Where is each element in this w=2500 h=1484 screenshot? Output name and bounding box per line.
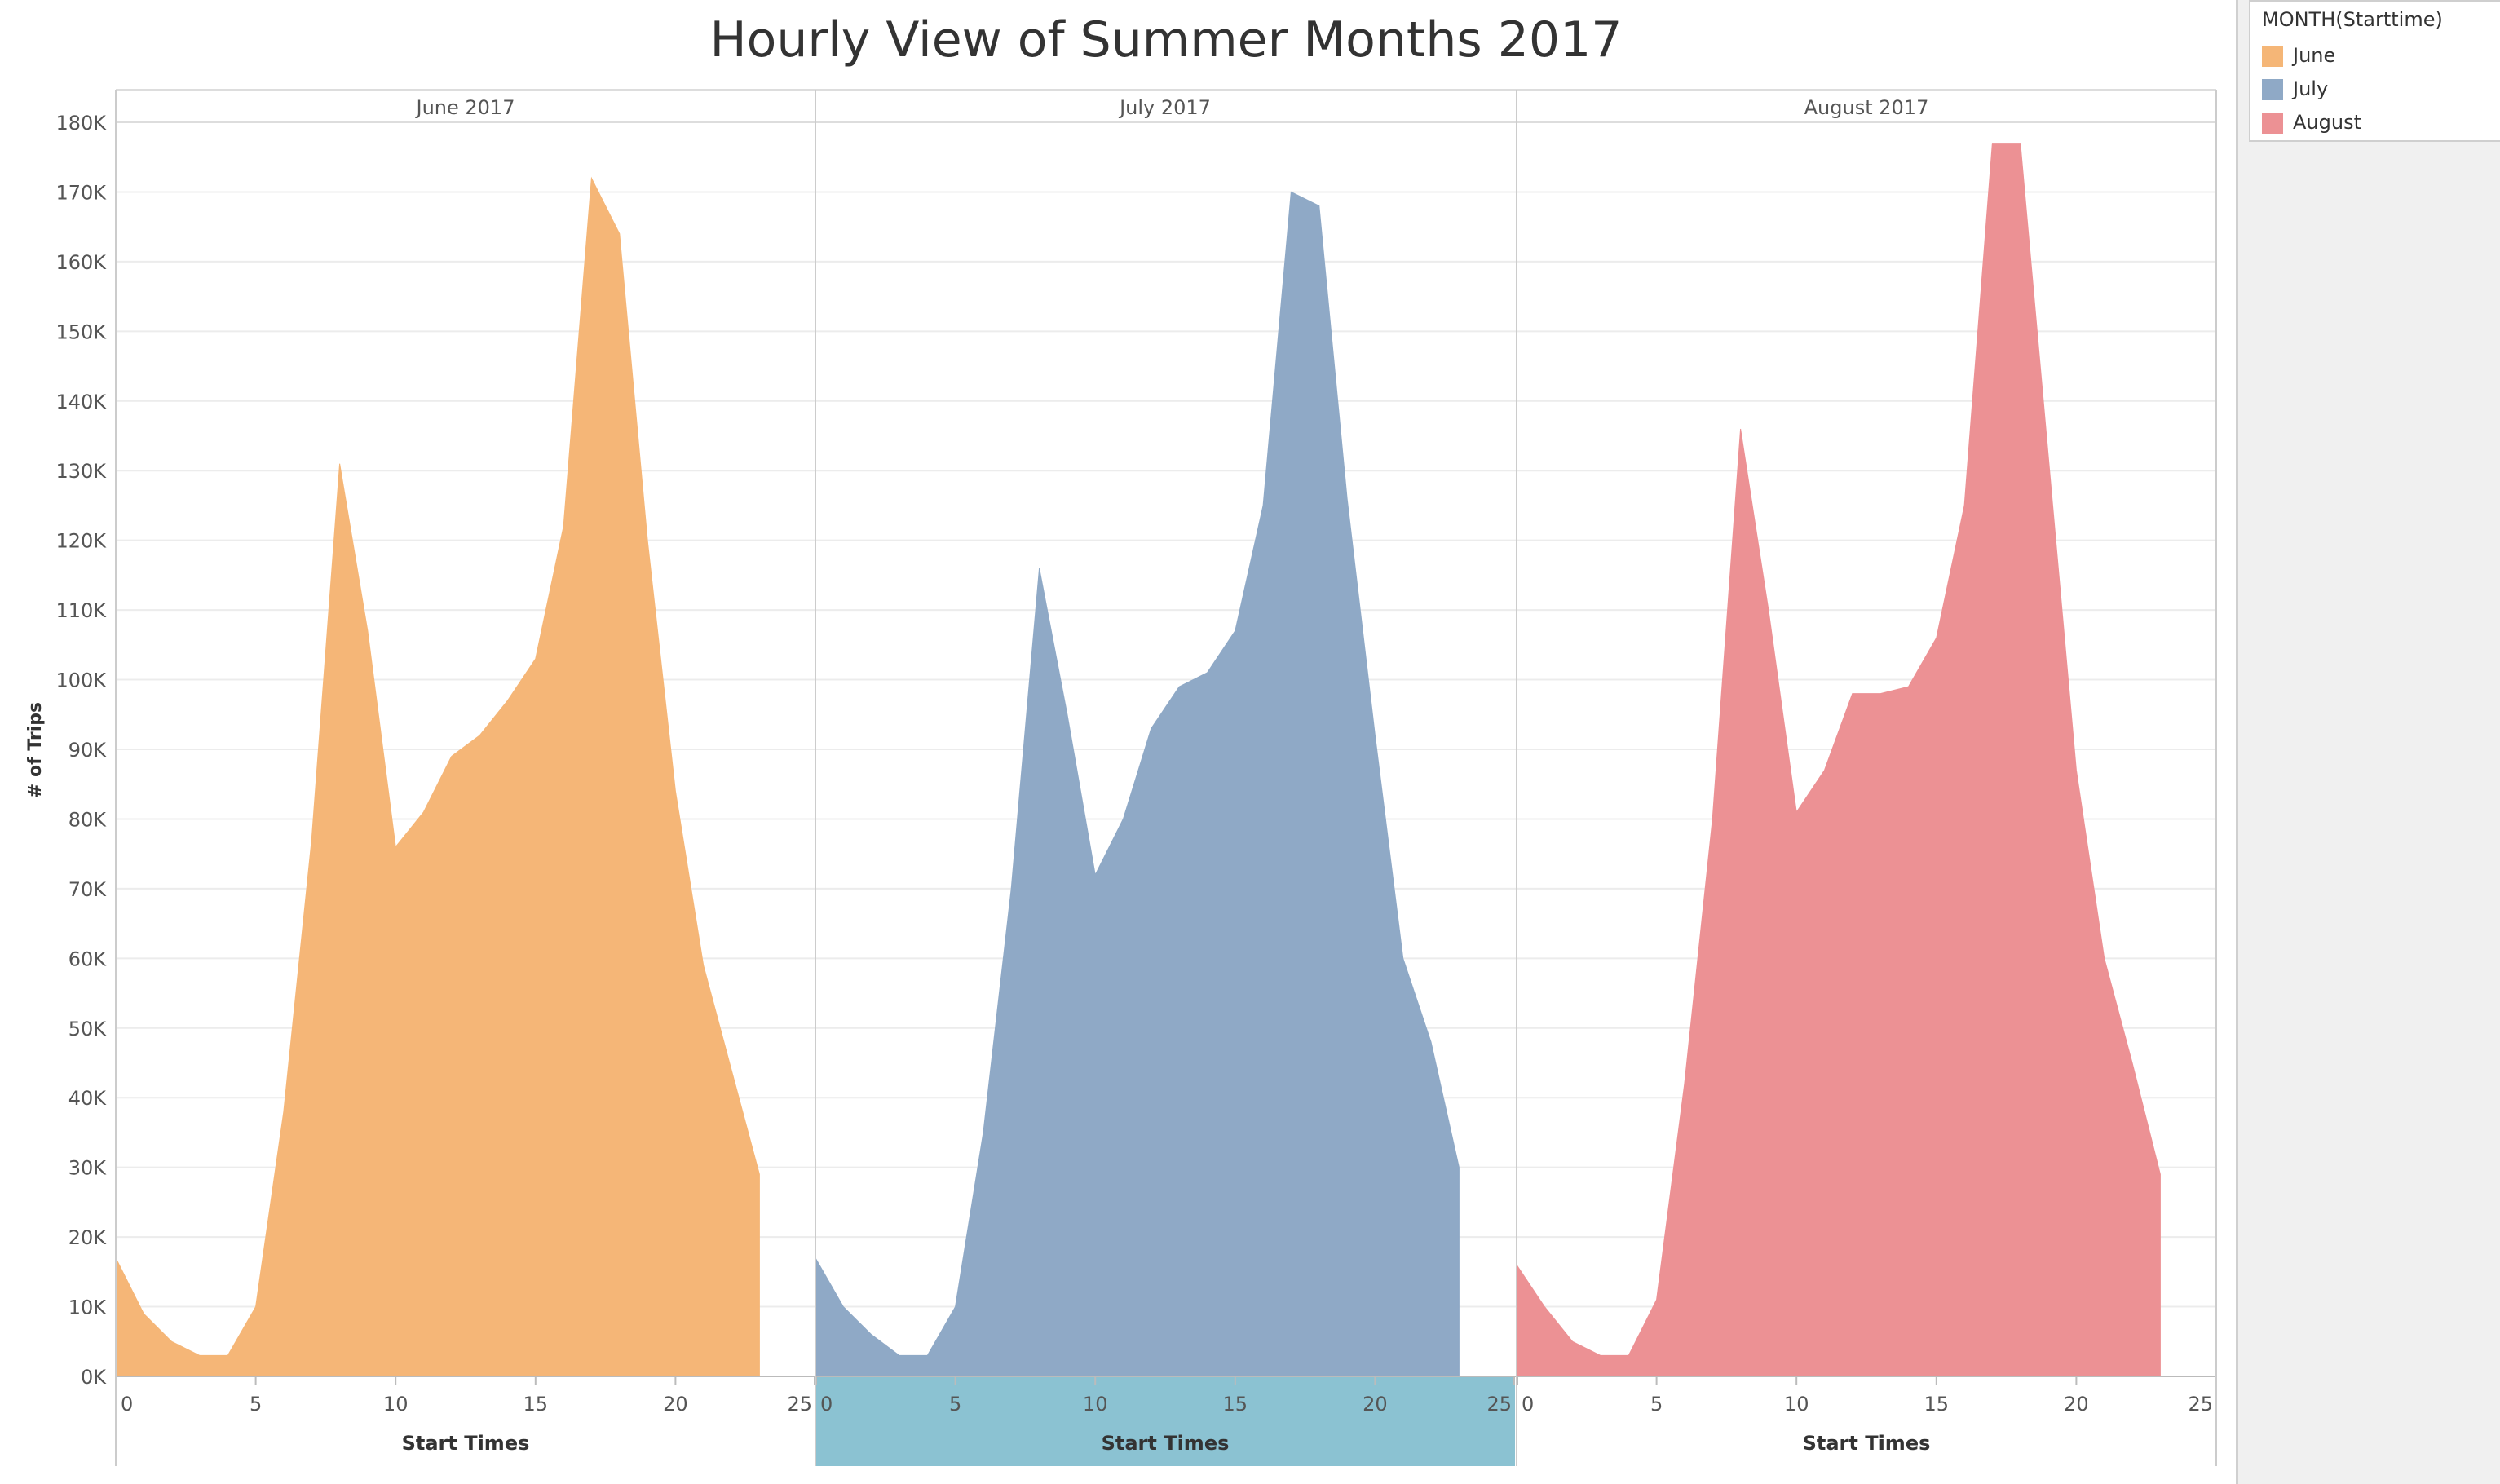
area-chart: 0K 10K 20K 30K 40K 50K 60K 70K 80K 90K 100K 110K 120… <box>25 89 2217 1466</box>
y-tick-label: 70K <box>68 878 108 901</box>
x-tick-label: 0 <box>121 1393 133 1416</box>
x-tick-label: 25 <box>2188 1393 2213 1416</box>
y-tick-label: 110K <box>55 599 107 622</box>
x-tick-label: 20 <box>2064 1393 2089 1416</box>
x-tick-label: 0 <box>1522 1393 1534 1416</box>
x-tick-label: 20 <box>1363 1393 1388 1416</box>
y-tick-label: 10K <box>68 1296 108 1319</box>
legend-swatch-august <box>2262 113 2283 134</box>
y-tick-label: 0K <box>81 1366 107 1389</box>
x-tick-label: 5 <box>250 1393 262 1416</box>
x-tick-label: 20 <box>663 1393 688 1416</box>
y-tick-label: 170K <box>55 181 107 204</box>
legend-label-august: August <box>2293 111 2361 134</box>
y-tick-label: 90K <box>68 739 108 762</box>
area-series <box>115 143 2161 1377</box>
y-tick-label: 60K <box>68 947 108 970</box>
legend-swatch-july <box>2262 79 2283 100</box>
x-axis-highlight-july <box>815 1376 1515 1466</box>
y-tick-label: 180K <box>55 112 107 135</box>
y-tick-label: 80K <box>68 808 108 831</box>
x-tick-label: 0 <box>820 1393 833 1416</box>
x-axis-title: Start Times <box>1102 1432 1230 1455</box>
x-tick-label: 25 <box>1486 1393 1512 1416</box>
legend-swatch-june <box>2262 46 2283 67</box>
legend-label-june: June <box>2293 44 2336 67</box>
chart-title: Hourly View of Summer Months 2017 <box>709 11 1623 68</box>
x-tick-label: 15 <box>1924 1393 1950 1416</box>
area-july <box>815 191 1460 1377</box>
y-tick-label: 50K <box>68 1018 108 1040</box>
legend-title: MONTH(Starttime) <box>2262 8 2443 31</box>
legend-label-july: July <box>2293 77 2329 100</box>
chart-background <box>815 1376 1515 1466</box>
axes <box>115 89 2217 1466</box>
x-tick-label: 10 <box>383 1393 409 1416</box>
axis-labels: 0K 10K 20K 30K 40K 50K 60K 70K 80K 90K 100K 110K 120… <box>25 96 2213 1455</box>
y-tick-label: 140K <box>55 391 107 413</box>
area-june <box>115 176 760 1377</box>
x-tick-label: 5 <box>1650 1393 1663 1416</box>
x-tick-label: 5 <box>949 1393 961 1416</box>
y-tick-label: 30K <box>68 1157 108 1180</box>
panel-header: August 2017 <box>1804 96 1929 119</box>
legend: MONTH(Starttime) June July August <box>2249 0 2500 142</box>
y-tick-label: 40K <box>68 1087 108 1110</box>
y-tick-label: 100K <box>55 669 107 692</box>
y-tick-label: 160K <box>55 251 107 274</box>
x-tick-label: 25 <box>787 1393 812 1416</box>
panel-header: July 2017 <box>1118 96 1211 119</box>
x-tick-label: 10 <box>1083 1393 1108 1416</box>
x-axis-title: Start Times <box>402 1432 530 1455</box>
y-axis-title: # of Trips <box>25 702 46 798</box>
x-axis-title: Start Times <box>1803 1432 1931 1455</box>
y-tick-label: 150K <box>55 320 107 343</box>
x-tick-label: 15 <box>523 1393 549 1416</box>
y-tick-label: 20K <box>68 1226 108 1249</box>
y-tick-label: 130K <box>55 460 107 483</box>
panel-header: June 2017 <box>415 96 515 119</box>
right-sidebar <box>2236 0 2500 1484</box>
x-tick-label: 15 <box>1223 1393 1248 1416</box>
x-tick-label: 10 <box>1784 1393 1809 1416</box>
area-august <box>1516 143 2161 1377</box>
y-tick-label: 120K <box>55 530 107 553</box>
